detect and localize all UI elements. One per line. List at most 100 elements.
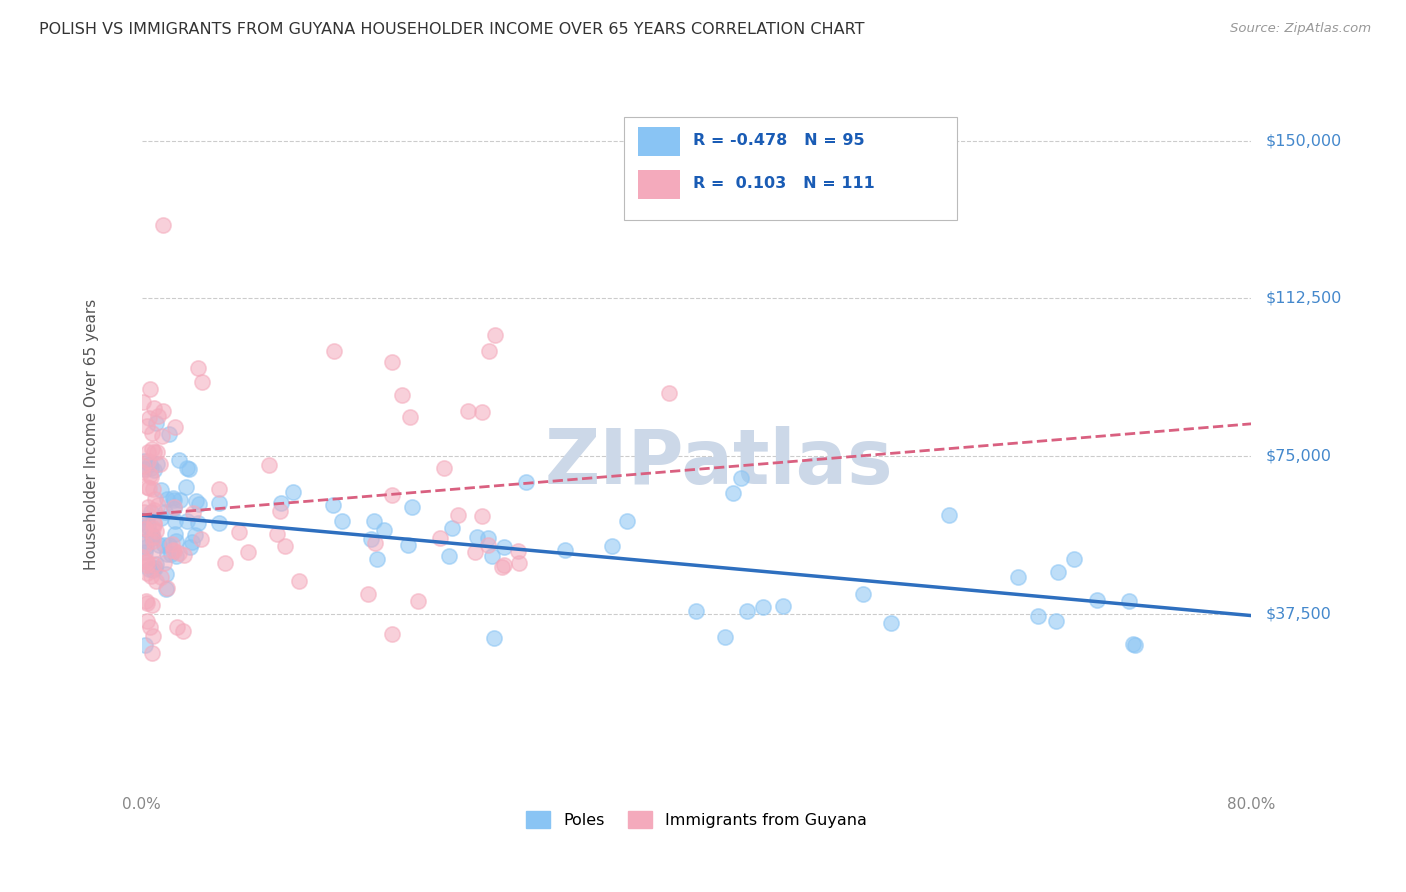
Point [142,533,165,548]
Point [266,526,288,541]
Point [381,355,404,369]
Point [471,508,494,523]
Point [288,574,311,588]
Text: R = -0.478   N = 95: R = -0.478 N = 95 [693,133,865,148]
Point [155,582,177,596]
Point [159,547,181,561]
Text: $112,500: $112,500 [1265,291,1343,306]
Point [134,522,156,536]
Point [381,488,404,502]
Point [141,646,163,660]
Point [273,539,295,553]
Point [135,480,157,494]
Point [214,556,236,570]
Point [145,524,167,538]
Point [396,538,419,552]
Point [187,497,209,511]
Point [554,543,576,558]
Point [1063,552,1085,566]
Point [162,491,184,505]
Point [143,558,166,572]
Point [153,505,176,519]
Point [134,638,156,652]
Point [136,500,159,514]
Point [186,516,208,530]
FancyBboxPatch shape [638,170,681,199]
Point [153,538,176,552]
Point [184,528,207,542]
Text: ZIPatlas: ZIPatlas [544,426,893,500]
Point [134,454,156,468]
Point [173,548,195,562]
Point [143,445,166,459]
Point [492,540,515,554]
Point [139,457,162,471]
Point [236,545,259,559]
Point [131,549,153,564]
Point [142,531,165,545]
Point [162,537,184,551]
Point [772,599,794,614]
Point [183,506,205,520]
Point [429,531,451,545]
Point [165,533,187,548]
Point [366,551,388,566]
Point [139,620,162,634]
Point [373,523,395,537]
FancyBboxPatch shape [624,117,957,220]
Point [360,533,382,547]
Point [155,567,177,582]
Point [142,629,165,643]
Point [141,598,163,612]
Point [150,570,173,584]
Point [616,514,638,528]
Point [165,527,187,541]
Point [148,537,170,551]
Point [600,540,623,554]
Point [180,535,202,549]
Text: $150,000: $150,000 [1265,133,1341,148]
Point [141,425,163,440]
Point [134,545,156,559]
Point [508,556,530,570]
Point [1085,593,1108,607]
Point [141,442,163,457]
Point [134,521,156,535]
Point [515,475,537,489]
Point [381,626,404,640]
Point [155,581,177,595]
Text: Source: ZipAtlas.com: Source: ZipAtlas.com [1230,22,1371,36]
Point [190,533,212,547]
Point [482,631,505,645]
Point [391,388,413,402]
Point [142,401,165,415]
Point [139,470,162,484]
Point [136,554,159,568]
Point [163,500,186,515]
Point [1118,593,1140,607]
Point [737,604,759,618]
Point [134,538,156,552]
Point [135,540,157,554]
Legend: Poles, Immigrants from Guyana: Poles, Immigrants from Guyana [520,805,873,834]
Point [143,561,166,575]
Text: R =  0.103   N = 111: R = 0.103 N = 111 [693,176,875,191]
Point [852,587,875,601]
Point [440,521,463,535]
Point [131,515,153,529]
Point [153,556,176,570]
Point [1123,638,1146,652]
Point [163,493,186,508]
Point [152,404,174,418]
Point [330,514,353,528]
Point [143,503,166,517]
Point [179,540,201,554]
Point [481,549,503,564]
Point [132,459,155,474]
Point [163,543,186,558]
Point [208,496,231,510]
Point [169,493,191,508]
Point [721,486,744,500]
Point [141,461,163,475]
Point [145,574,167,589]
